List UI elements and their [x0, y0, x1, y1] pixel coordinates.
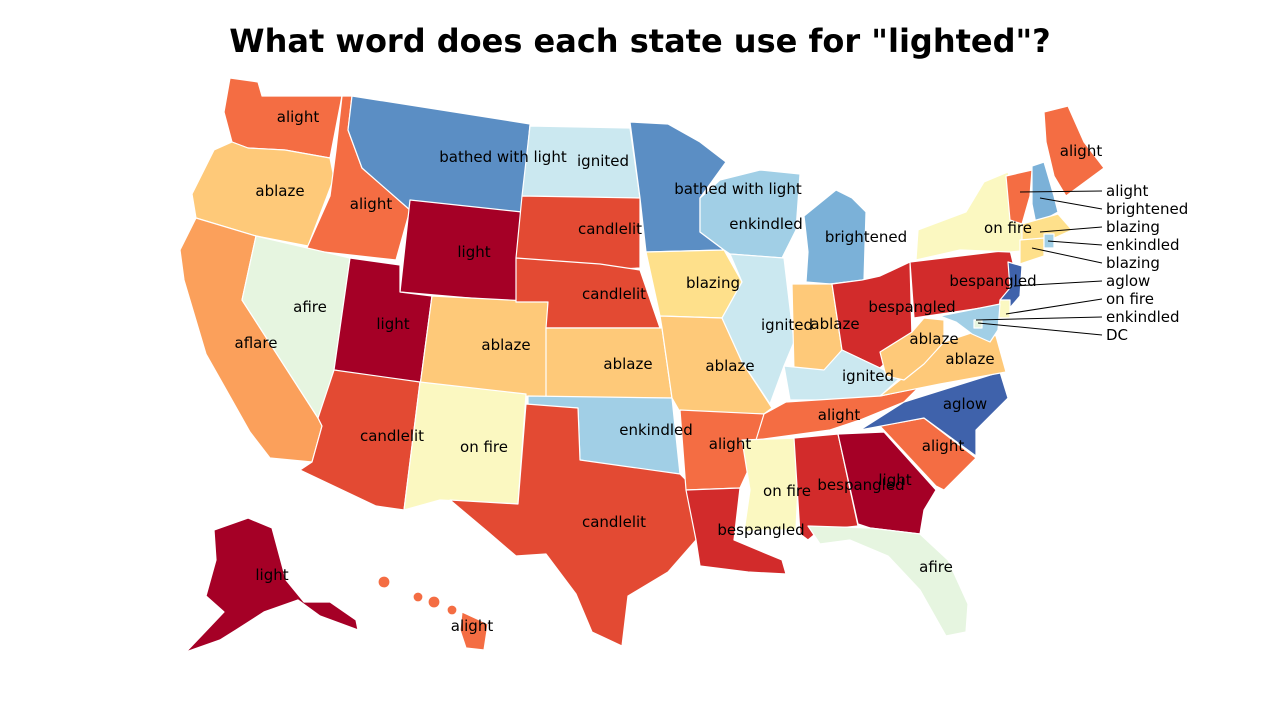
- state-label-nd: ignited: [577, 152, 629, 170]
- state-wv: [879, 317, 945, 381]
- callout-label-vt: alight: [1106, 182, 1149, 200]
- state-dc: [973, 319, 983, 329]
- state-il: [721, 253, 795, 405]
- state-label-wi: enkindled: [729, 215, 803, 233]
- callout-leader-ri: [1047, 240, 1103, 246]
- callout-leader-md: [975, 316, 1103, 321]
- state-label-pa: bespangled: [949, 272, 1036, 290]
- callout-label-dc: DC: [1106, 326, 1128, 344]
- state-label-ne: candlelit: [582, 285, 646, 303]
- callout-leader-nj: [1013, 280, 1103, 287]
- state-label-oh: bespangled: [868, 298, 955, 316]
- state-label-ga: light: [878, 471, 911, 489]
- callout-leader-nh: [1039, 197, 1103, 210]
- callout-leaders: [975, 190, 1103, 336]
- state-label-sd: candlelit: [578, 220, 642, 238]
- callout-leader-ma: [1039, 226, 1103, 233]
- state-md: [939, 303, 1001, 343]
- state-label-nc: aglow: [943, 395, 987, 413]
- state-ga: [837, 431, 937, 535]
- state-label-hi: alight: [451, 617, 494, 635]
- callout-label-ct: blazing: [1106, 254, 1160, 272]
- state-label-mo: ablaze: [705, 357, 754, 375]
- state-label-ks: ablaze: [603, 355, 652, 373]
- state-nh: [1031, 161, 1059, 225]
- state-label-al: bespangled: [817, 476, 904, 494]
- callout-label-ri: enkindled: [1106, 236, 1180, 254]
- state-label-mt: bathed with light: [439, 148, 567, 166]
- state-la: [685, 487, 787, 575]
- state-label-ok: enkindled: [619, 421, 693, 439]
- state-label-tn: alight: [818, 406, 861, 424]
- state-label-me: alight: [1060, 142, 1103, 160]
- state-label-fl: afire: [919, 558, 953, 576]
- state-label-wv: ablaze: [909, 330, 958, 348]
- state-label-wa: alight: [277, 108, 320, 126]
- state-label-ms: on fire: [763, 482, 811, 500]
- callout-label-de: on fire: [1106, 290, 1154, 308]
- state-hi-island: [446, 604, 458, 616]
- state-label-ny: on fire: [984, 219, 1032, 237]
- callout-leader-de: [1005, 298, 1103, 315]
- callout-leader-dc: [977, 322, 1103, 336]
- state-vt: [1005, 169, 1033, 225]
- state-label-nv: afire: [293, 298, 327, 316]
- state-label-id: alight: [350, 195, 393, 213]
- state-label-sc: alight: [922, 437, 965, 455]
- state-label-la: bespangled: [717, 521, 804, 539]
- state-nc: [859, 371, 1009, 457]
- state-hi-island: [412, 591, 424, 603]
- callout-label-md: enkindled: [1106, 308, 1180, 326]
- state-tx: [449, 403, 697, 647]
- state-label-wy: light: [457, 243, 490, 261]
- state-wi: [699, 169, 801, 259]
- state-me: [1043, 105, 1105, 197]
- callout-label-nh: brightened: [1106, 200, 1188, 218]
- state-ma: [1021, 213, 1073, 241]
- state-label-ca: aflare: [235, 334, 278, 352]
- state-label-mn: bathed with light: [674, 180, 802, 198]
- callout-leader-ct: [1031, 247, 1103, 264]
- state-label-az: candlelit: [360, 427, 424, 445]
- states-layer: [179, 77, 1105, 653]
- state-label-ar: alight: [709, 435, 752, 453]
- state-label-ia: blazing: [686, 274, 740, 292]
- state-label-il: ignited: [761, 316, 813, 334]
- callout-label-nj: aglow: [1106, 272, 1150, 290]
- callout-labels: alightbrightenedblazingenkindledblazinga…: [1106, 182, 1188, 344]
- callout-label-ma: blazing: [1106, 218, 1160, 236]
- state-label-ky: ignited: [842, 367, 894, 385]
- state-label-va: ablaze: [945, 350, 994, 368]
- callout-leader-vt: [1019, 190, 1103, 193]
- state-label-tx: candlelit: [582, 513, 646, 531]
- state-label-ut: light: [376, 315, 409, 333]
- state-ak: [185, 517, 359, 653]
- state-fl: [807, 525, 969, 637]
- state-labels: alight ablaze aflare alight afire bathed with…: [235, 108, 1103, 635]
- state-label-co: ablaze: [481, 336, 530, 354]
- state-label-or: ablaze: [255, 182, 304, 200]
- map-title: What word does each state use for "light…: [229, 22, 1050, 60]
- state-label-nm: on fire: [460, 438, 508, 456]
- state-label-mi: brightened: [825, 228, 907, 246]
- state-hi-island: [427, 595, 441, 609]
- state-label-ak: light: [255, 566, 288, 584]
- state-hi: [459, 611, 489, 651]
- state-label-in: ablaze: [810, 315, 859, 333]
- state-hi-island: [377, 575, 391, 589]
- state-ct: [1019, 237, 1045, 265]
